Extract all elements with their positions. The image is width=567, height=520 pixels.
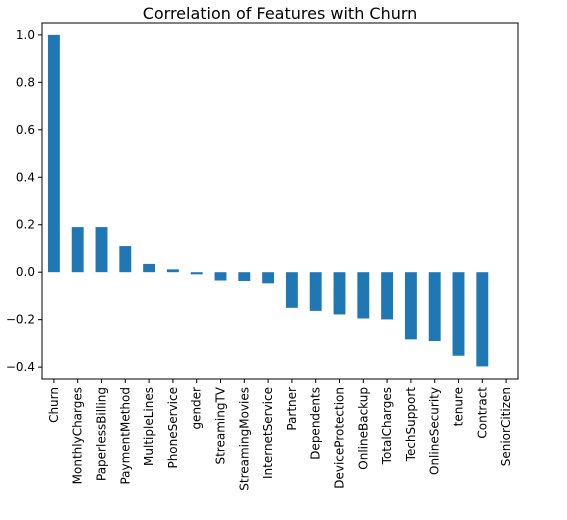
x-tick-label: Contract xyxy=(475,387,489,439)
y-tick-label: −0.2 xyxy=(6,313,35,327)
bar-Churn xyxy=(47,34,60,273)
x-tick-label: TotalCharges xyxy=(380,387,394,465)
x-tick-label: StreamingMovies xyxy=(237,387,251,491)
x-tick-label: tenure xyxy=(452,387,466,426)
y-tick-label: −0.4 xyxy=(6,360,35,374)
bar-TechSupport xyxy=(404,272,417,340)
bar-PaymentMethod xyxy=(119,246,132,273)
bars-group xyxy=(47,34,513,367)
y-tick-label: 0.2 xyxy=(16,218,35,232)
bar-Contract xyxy=(476,272,489,367)
chart-title: Correlation of Features with Churn xyxy=(143,4,418,23)
x-tick-label: gender xyxy=(190,387,204,430)
bar-tenure xyxy=(452,272,465,356)
x-tick-label: SeniorCitizen xyxy=(499,387,513,466)
plot-frame xyxy=(41,22,519,380)
y-tick-label: 0.4 xyxy=(16,170,35,184)
bar-DeviceProtection xyxy=(333,272,346,315)
x-tick-label: OnlineSecurity xyxy=(428,387,442,475)
bar-InternetService xyxy=(262,272,275,284)
y-tick-label: 0.8 xyxy=(16,75,35,89)
x-tick-label: StreamingTV xyxy=(214,386,228,464)
bar-gender xyxy=(190,272,203,275)
bar-TotalCharges xyxy=(381,272,394,320)
y-tick-label: 1.0 xyxy=(16,28,35,42)
x-tick-label: MultipleLines xyxy=(142,387,156,466)
bar-Dependents xyxy=(309,272,322,311)
x-tick-label: OnlineBackup xyxy=(356,387,370,470)
x-tick-label: PhoneService xyxy=(166,387,180,469)
y-axis: −0.4 −0.2 0.0 0.2 0.4 0.6 0.8 1.0 xyxy=(6,28,42,374)
x-tick-label: PaperlessBilling xyxy=(95,387,109,481)
bar-StreamingTV xyxy=(214,272,227,281)
x-tick-label: PaymentMethod xyxy=(118,387,132,485)
x-tick-label: InternetService xyxy=(261,387,275,479)
bar-OnlineSecurity xyxy=(428,272,441,342)
y-tick-label: 0.0 xyxy=(16,265,35,279)
x-tick-label: MonthlyCharges xyxy=(71,387,85,484)
bar-PhoneService xyxy=(166,269,179,273)
x-tick-label: Partner xyxy=(285,387,299,431)
bar-PaperlessBilling xyxy=(95,227,108,273)
bar-Partner xyxy=(285,272,298,308)
bar-StreamingMovies xyxy=(238,272,251,281)
y-tick-label: 0.6 xyxy=(16,123,35,137)
x-tick-label: Churn xyxy=(47,387,61,423)
x-tick-label: DeviceProtection xyxy=(333,387,347,489)
bar-OnlineBackup xyxy=(357,272,370,319)
bar-MonthlyCharges xyxy=(71,227,84,273)
x-tick-label: TechSupport xyxy=(404,387,418,463)
x-tick-label: Dependents xyxy=(309,387,323,460)
x-axis: Churn MonthlyCharges PaperlessBilling Payme… xyxy=(47,379,513,491)
bar-MultipleLines xyxy=(143,263,156,273)
